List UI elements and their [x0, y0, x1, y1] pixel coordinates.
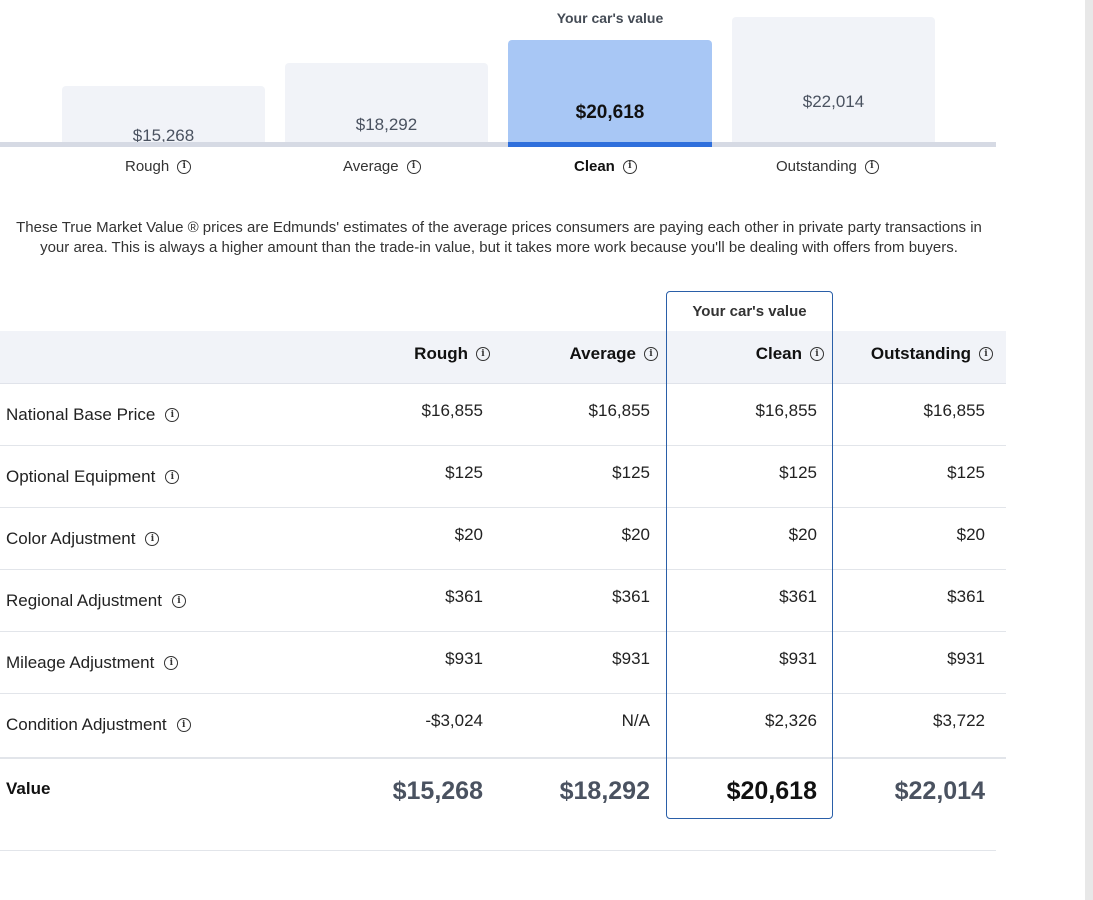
cell-average: $361 [612, 587, 650, 606]
table-row: Condition Adjustment i -$3,024 N/A $2,326… [0, 693, 1006, 755]
cell-outstanding: $361 [947, 587, 985, 606]
info-icon[interactable]: i [171, 594, 186, 608]
tier-label-average-text: Average [343, 158, 399, 175]
tier-label-clean-text: Clean [574, 158, 615, 175]
column-header-rough[interactable]: Rough i [414, 344, 490, 364]
tmv-description: These True Market Value ® prices are Edm… [16, 219, 982, 256]
column-header-average[interactable]: Average i [570, 344, 658, 364]
value-outstanding: $22,014 [894, 777, 985, 805]
row-label: Color Adjustment i [6, 529, 160, 549]
cell-outstanding: $931 [947, 649, 985, 668]
page-scrollbar-rail[interactable] [1085, 0, 1093, 900]
cell-rough: -$3,024 [425, 711, 483, 730]
info-icon[interactable]: i [979, 347, 993, 361]
info-icon[interactable]: i [176, 718, 191, 732]
bottom-divider [0, 850, 996, 851]
row-label-text: National Base Price [6, 405, 156, 424]
cell-average: $20 [621, 525, 650, 544]
value-clean: $20,618 [726, 777, 817, 805]
tier-bar-rough[interactable]: $15,268 [62, 86, 265, 145]
info-icon[interactable]: i [622, 159, 637, 174]
row-label: Optional Equipment i [6, 467, 180, 487]
cell-clean: $931 [779, 649, 817, 668]
info-icon[interactable]: i [406, 159, 421, 174]
info-icon[interactable]: i [145, 532, 160, 546]
column-header-outstanding[interactable]: Outstanding i [871, 344, 993, 364]
column-highlight-label: Your car's value [692, 303, 807, 320]
tier-price-clean: $20,618 [575, 102, 645, 123]
value-row: Value $15,268 $18,292 $20,618 $22,014 [0, 757, 1006, 821]
value-average: $18,292 [559, 777, 650, 805]
cell-outstanding: $3,722 [933, 711, 985, 730]
your-car-value-label: Your car's value [556, 10, 664, 26]
tier-label-clean[interactable]: Clean i [574, 158, 637, 175]
cell-average: $931 [612, 649, 650, 668]
tier-label-rough-text: Rough [125, 158, 170, 175]
cell-outstanding: $125 [947, 463, 985, 482]
cell-average: N/A [621, 711, 650, 730]
cell-outstanding: $20 [956, 525, 985, 544]
column-header-outstanding-text: Outstanding [870, 344, 971, 363]
table-header: Rough i Average i Clean i Outstanding i [0, 331, 1006, 384]
tier-price-outstanding: $22,014 [802, 91, 865, 111]
cell-clean: $2,326 [765, 711, 817, 730]
table-row: Regional Adjustment i $361 $361 $361 $361 [0, 569, 1006, 632]
cell-clean: $16,855 [755, 401, 817, 420]
row-label-text: Regional Adjustment [6, 591, 162, 610]
row-label-text: Color Adjustment [6, 529, 136, 548]
row-label: Mileage Adjustment i [6, 653, 179, 673]
info-icon[interactable]: i [864, 159, 879, 174]
cell-rough: $16,855 [421, 401, 483, 420]
info-icon[interactable]: i [476, 347, 490, 361]
tier-bar-outstanding[interactable]: $22,014 [732, 17, 935, 142]
row-label: National Base Price i [6, 405, 180, 425]
table-row: Mileage Adjustment i $931 $931 $931 $931 [0, 631, 1006, 694]
condition-selector: Your car's value $15,268 $18,292 $20,618… [0, 0, 1000, 190]
tier-price-average: $18,292 [355, 114, 418, 134]
tier-baseline [0, 142, 996, 147]
column-header-rough-text: Rough [414, 344, 468, 363]
cell-average: $125 [612, 463, 650, 482]
column-header-clean[interactable]: Clean i [756, 344, 824, 364]
info-icon[interactable]: i [177, 159, 192, 174]
table-row: Color Adjustment i $20 $20 $20 $20 [0, 507, 1006, 570]
cell-rough: $125 [445, 463, 483, 482]
cell-clean: $125 [779, 463, 817, 482]
cell-rough: $20 [454, 525, 483, 544]
tier-price-rough: $15,268 [132, 126, 195, 145]
tier-label-average[interactable]: Average i [343, 158, 421, 175]
value-rough: $15,268 [392, 777, 483, 805]
tier-label-outstanding-text: Outstanding [776, 158, 857, 175]
cell-clean: $20 [788, 525, 817, 544]
cell-clean: $361 [779, 587, 817, 606]
table-row: Optional Equipment i $125 $125 $125 $125 [0, 445, 1006, 508]
table-row: National Base Price i $16,855 $16,855 $16… [0, 383, 1006, 446]
cell-average: $16,855 [588, 401, 650, 420]
row-label-text: Condition Adjustment [6, 715, 167, 734]
tier-bar-average[interactable]: $18,292 [285, 63, 488, 142]
cell-rough: $931 [445, 649, 483, 668]
cell-rough: $361 [445, 587, 483, 606]
row-label-text: Mileage Adjustment [6, 653, 155, 672]
row-label: Condition Adjustment i [6, 715, 191, 735]
info-icon[interactable]: i [164, 656, 179, 670]
info-icon[interactable]: i [165, 408, 180, 422]
row-label-text: Optional Equipment [6, 467, 156, 486]
row-label: Regional Adjustment i [6, 591, 186, 611]
value-row-label: Value [6, 779, 51, 798]
tier-bar-clean[interactable]: $20,618 [508, 40, 712, 142]
info-icon[interactable]: i [810, 347, 824, 361]
info-icon[interactable]: i [165, 470, 180, 484]
column-header-clean-text: Clean [755, 344, 802, 363]
column-header-average-text: Average [569, 344, 636, 363]
info-icon[interactable]: i [644, 347, 658, 361]
tier-baseline-selected [508, 142, 712, 147]
tier-label-rough[interactable]: Rough i [125, 158, 192, 175]
cell-outstanding: $16,855 [923, 401, 985, 420]
tier-label-outstanding[interactable]: Outstanding i [776, 158, 879, 175]
